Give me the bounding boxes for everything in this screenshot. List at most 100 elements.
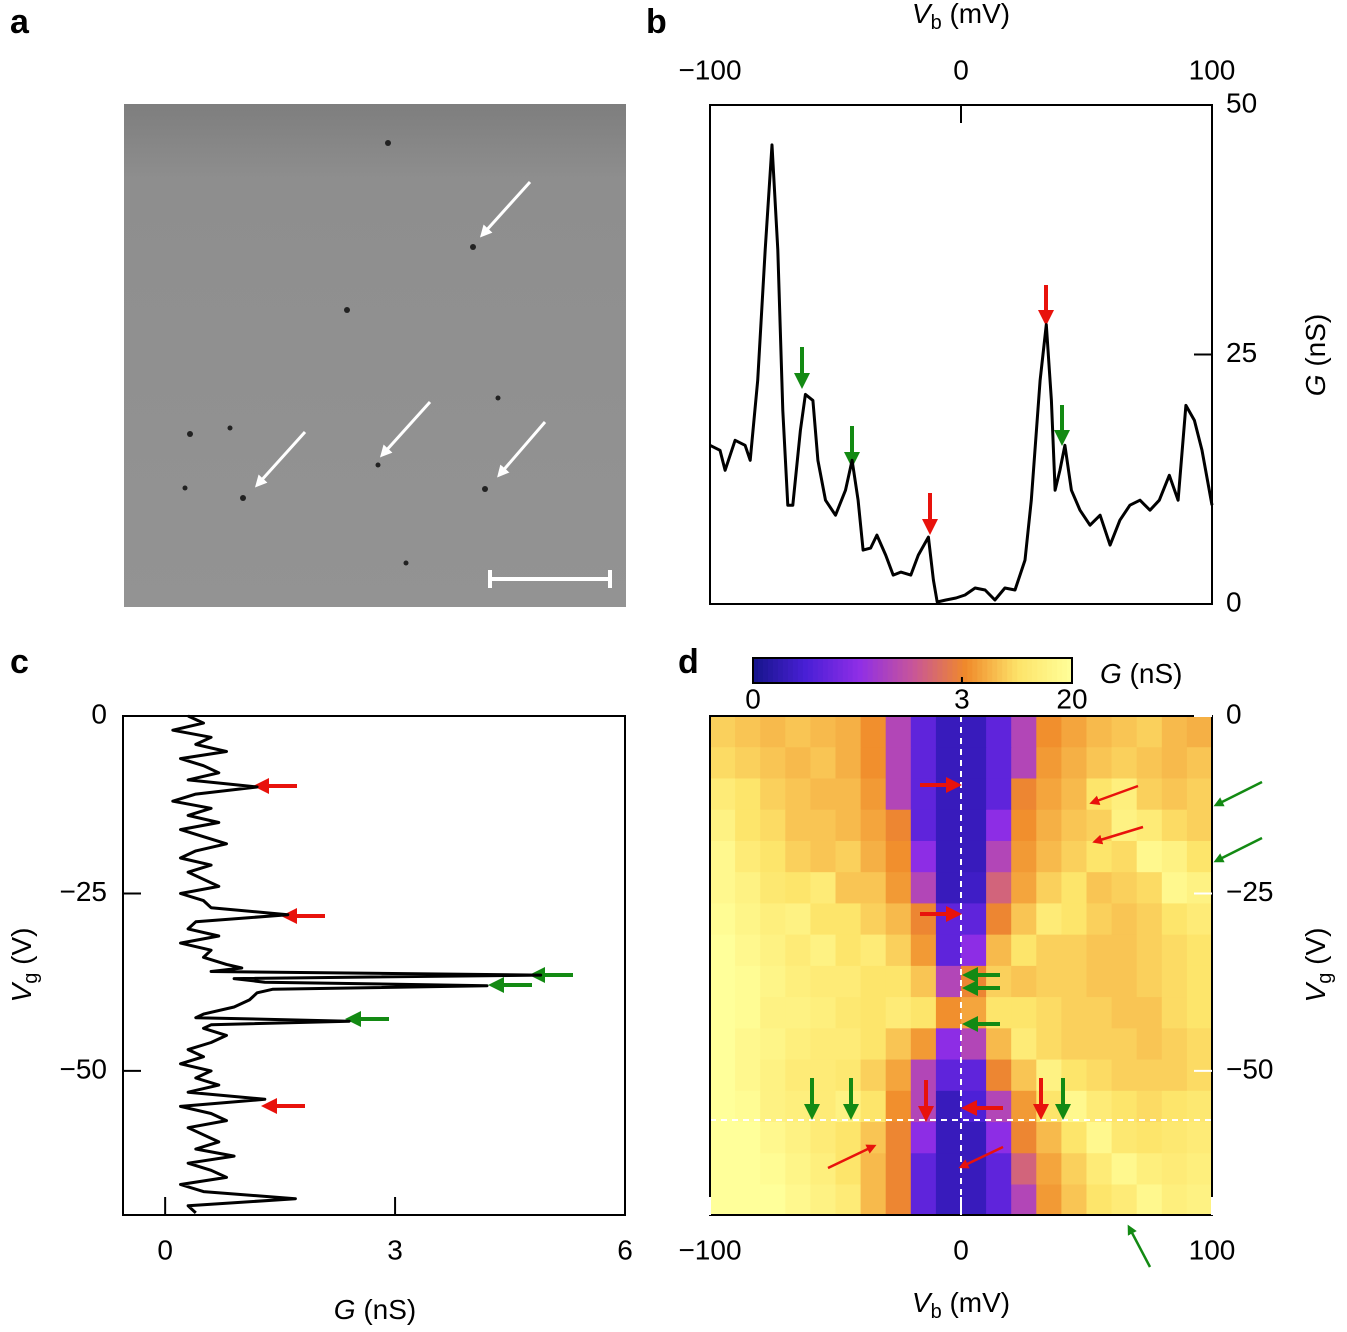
heat-cell bbox=[710, 1184, 736, 1215]
micrograph bbox=[124, 104, 626, 607]
heat-cell bbox=[935, 965, 962, 998]
heat-cell bbox=[1186, 934, 1212, 967]
colorbar-swatch bbox=[802, 658, 809, 683]
scale-bar bbox=[488, 570, 612, 588]
colorbar-swatch bbox=[957, 658, 963, 683]
heat-cell bbox=[710, 965, 736, 998]
colorbar-swatch bbox=[1047, 658, 1053, 683]
heat-cell bbox=[1086, 840, 1113, 873]
colorbar-swatch bbox=[952, 658, 958, 683]
heat-cell bbox=[1036, 965, 1062, 998]
heat-cell bbox=[810, 934, 837, 967]
heat-cell bbox=[885, 934, 912, 967]
heat-cell bbox=[710, 840, 736, 873]
heat-cell bbox=[1111, 1059, 1138, 1092]
colorbar-swatch bbox=[922, 658, 929, 683]
heat-cell bbox=[885, 1122, 912, 1154]
heat-cell bbox=[1011, 1090, 1037, 1123]
heat-cell bbox=[1161, 965, 1188, 998]
heat-cell bbox=[860, 1059, 887, 1092]
colorbar-swatch bbox=[847, 658, 854, 683]
heat-cell bbox=[910, 997, 937, 1029]
heat-cell bbox=[1161, 840, 1188, 873]
heat-cell bbox=[785, 903, 811, 936]
heat-cell bbox=[810, 747, 837, 780]
heat-cell bbox=[986, 1028, 1012, 1061]
y-axis-label: Vg (V) bbox=[1300, 928, 1336, 1003]
heat-cell bbox=[1011, 1153, 1037, 1186]
heat-cell bbox=[885, 965, 912, 998]
heat-cell bbox=[1136, 965, 1163, 998]
colorbar-swatch bbox=[907, 658, 914, 683]
heat-cell bbox=[1186, 716, 1212, 748]
heat-cell bbox=[1161, 747, 1188, 780]
heat-cell bbox=[810, 1184, 837, 1215]
colorbar-swatch bbox=[917, 658, 924, 683]
heat-cell bbox=[1161, 1090, 1188, 1123]
heat-cell bbox=[1036, 1153, 1062, 1186]
heat-cell bbox=[710, 1122, 736, 1154]
heat-cell bbox=[1061, 1059, 1088, 1092]
panel-label: c bbox=[10, 643, 29, 681]
heat-cell bbox=[785, 1090, 811, 1123]
heat-cell bbox=[785, 965, 811, 998]
arrows bbox=[254, 180, 547, 488]
colorbar-swatch bbox=[877, 658, 884, 683]
heat-cell bbox=[860, 716, 887, 748]
heat-cell bbox=[986, 1184, 1012, 1215]
heat-cell bbox=[785, 1059, 811, 1092]
heat-cell bbox=[935, 1122, 962, 1154]
heat-cell bbox=[986, 934, 1012, 967]
heat-cell bbox=[885, 1090, 912, 1123]
heat-cell bbox=[1036, 1184, 1062, 1215]
colorbar-swatch bbox=[1042, 658, 1048, 683]
heat-cell bbox=[1086, 716, 1113, 748]
heat-cell bbox=[810, 1090, 837, 1123]
y-tick-label: 25 bbox=[1226, 337, 1257, 368]
heat-cell bbox=[910, 1028, 937, 1061]
heat-cell bbox=[961, 716, 987, 748]
heat-cell bbox=[935, 716, 962, 748]
colorbar-swatch bbox=[882, 658, 889, 683]
heat-cell bbox=[935, 840, 962, 873]
heat-cell bbox=[710, 997, 736, 1029]
colorbar-swatch bbox=[817, 658, 824, 683]
heat-cell bbox=[986, 965, 1012, 998]
heat-cell bbox=[1011, 903, 1037, 936]
heat-cell bbox=[1011, 872, 1037, 904]
heat-cell bbox=[835, 997, 862, 1029]
y-tick-label: 0 bbox=[1226, 698, 1242, 729]
heat-cell bbox=[1011, 840, 1037, 873]
x-axis-label: Vb (mV) bbox=[912, 1287, 1010, 1323]
heat-cell bbox=[1111, 1184, 1138, 1215]
heat-cell bbox=[961, 872, 987, 904]
heat-cell bbox=[1086, 903, 1113, 936]
heat-cell bbox=[1036, 809, 1062, 842]
heat-cell bbox=[785, 1028, 811, 1061]
colorbar-swatch bbox=[947, 658, 953, 683]
heat-cell bbox=[910, 1090, 937, 1123]
colorbar-swatch bbox=[837, 658, 844, 683]
colorbar-swatch bbox=[807, 658, 814, 683]
heat-cell bbox=[885, 1153, 912, 1186]
heat-cell bbox=[1011, 1122, 1037, 1154]
heat-cell bbox=[961, 1122, 987, 1154]
heat-cell bbox=[1061, 1184, 1088, 1215]
x-tick-label: 100 bbox=[1189, 54, 1236, 85]
heat-cell bbox=[1061, 809, 1088, 842]
heat-cell bbox=[1061, 965, 1088, 998]
colorbar-swatch bbox=[832, 658, 839, 683]
colorbar-swatch bbox=[782, 658, 789, 683]
heat-cell bbox=[986, 1153, 1012, 1186]
heat-cell bbox=[961, 934, 987, 967]
x-tick-label: 0 bbox=[157, 1234, 173, 1265]
colorbar-frame bbox=[752, 657, 1073, 684]
colorbar-swatch bbox=[762, 658, 769, 683]
heat-cell bbox=[1161, 1153, 1188, 1186]
heat-cell bbox=[961, 1153, 987, 1186]
x-axis-label: Vb (mV) bbox=[912, 0, 1010, 34]
colorbar-tick-label: 0 bbox=[745, 683, 761, 714]
heat-cell bbox=[735, 1122, 761, 1154]
heat-cell bbox=[860, 1184, 887, 1215]
heat-cell bbox=[785, 934, 811, 967]
